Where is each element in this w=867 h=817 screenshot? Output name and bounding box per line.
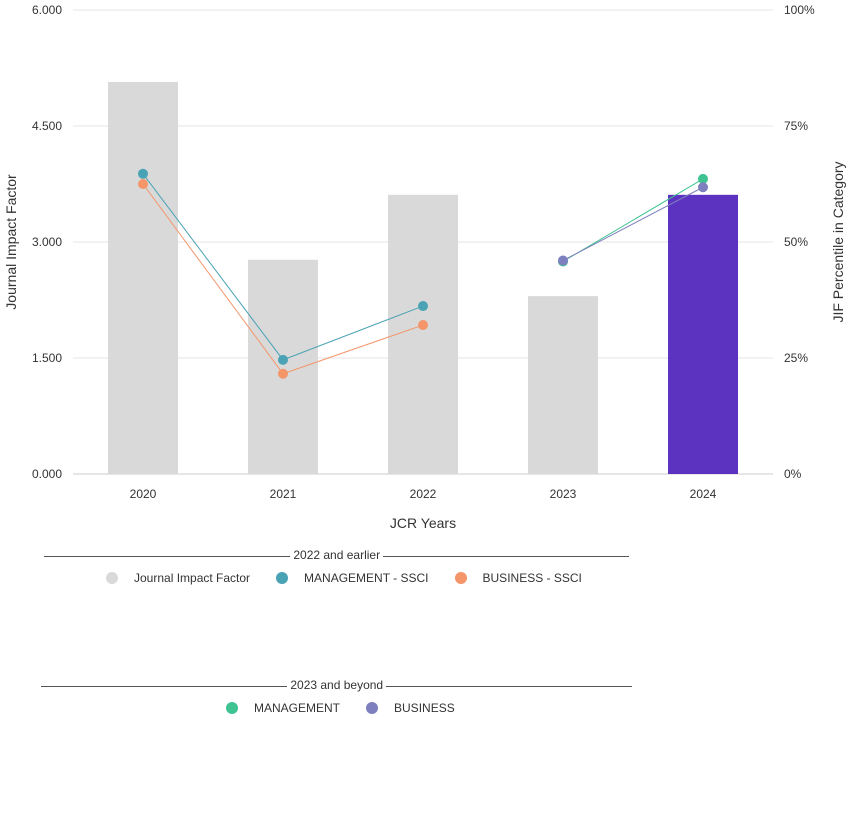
- legend-item-business[interactable]: BUSINESS: [366, 701, 455, 715]
- legend-group-2022-and-earlier: 2022 and earlier Journal Impact Factor M…: [44, 548, 634, 585]
- y-tick-label: 4.500: [32, 119, 62, 133]
- series-point[interactable]: [698, 173, 708, 184]
- legend-item-management[interactable]: MANAGEMENT: [226, 701, 340, 715]
- y-tick-label: 6.000: [32, 3, 62, 17]
- bar-series: [108, 81, 738, 475]
- series-point[interactable]: [698, 182, 708, 193]
- bar-2022[interactable]: [388, 194, 458, 474]
- legend-label: BUSINESS: [394, 701, 455, 715]
- legend-row: MANAGEMENT BUSINESS: [41, 701, 641, 715]
- y-tick-label: 1.500: [32, 351, 62, 365]
- y2-tick-label: 0%: [784, 467, 802, 481]
- x-tick-label: 2022: [410, 487, 437, 501]
- legend-dot: [366, 702, 379, 714]
- y2-axis-title: JIF Percentile in Category: [830, 161, 846, 322]
- legend-header-text: 2023 and beyond: [290, 678, 384, 692]
- bar-2021[interactable]: [248, 259, 318, 474]
- legend-row: Journal Impact Factor MANAGEMENT - SSCI …: [44, 571, 634, 585]
- legend-label: MANAGEMENT: [254, 701, 341, 715]
- legend-item-jif[interactable]: Journal Impact Factor: [106, 571, 250, 585]
- series-line-3: [562, 186, 704, 262]
- legend-label: BUSINESS - SSCI: [482, 571, 582, 585]
- legend-dot: [276, 572, 289, 584]
- bar-2020[interactable]: [108, 81, 178, 475]
- x-tick-label: 2023: [550, 487, 577, 501]
- legend-group-2023-and-beyond: 2023 and beyond MANAGEMENT BUSINESS: [41, 678, 641, 715]
- x-axis-title: JCR Years: [390, 515, 456, 531]
- y2-tick-label: 75%: [784, 119, 808, 133]
- series-point[interactable]: [278, 354, 288, 365]
- legend-header-text: 2022 and earlier: [293, 548, 381, 562]
- series-point[interactable]: [278, 368, 288, 379]
- legend-dot: [454, 572, 467, 584]
- legend-header: 2022 and earlier: [44, 548, 634, 562]
- legend-dot: [106, 572, 118, 584]
- y-tick-label: 3.000: [32, 235, 62, 249]
- x-axis-ticks: 2020 2021 2022 2023 2024: [130, 487, 717, 501]
- x-tick-label: 2020: [130, 487, 157, 501]
- y-axis-ticks: 0.000 1.500 3.000 4.500 6.000: [32, 3, 62, 481]
- legend-dot: [226, 702, 238, 714]
- y2-axis-ticks: 0% 25% 50% 75% 100%: [784, 3, 815, 481]
- y2-tick-label: 100%: [784, 3, 815, 17]
- legend-label: Journal Impact Factor: [134, 571, 251, 585]
- x-tick-label: 2021: [270, 487, 297, 501]
- series-point[interactable]: [138, 168, 148, 179]
- legend-item-business-ssci[interactable]: BUSINESS - SSCI: [454, 571, 582, 585]
- y2-tick-label: 50%: [784, 235, 808, 249]
- series-line-2: [562, 178, 704, 262]
- jif-chart: 0.000 1.500 3.000 4.500 6.000 0% 25% 50% 75% 100…: [3, 3, 846, 531]
- x-tick-label: 2024: [690, 487, 717, 501]
- bar-2024[interactable]: [668, 194, 738, 474]
- series-point[interactable]: [418, 320, 428, 331]
- legend-item-management-ssci[interactable]: MANAGEMENT - SSCI: [276, 571, 429, 585]
- legend-header: 2023 and beyond: [41, 678, 641, 692]
- series-point[interactable]: [418, 301, 428, 312]
- y-axis-title: Journal Impact Factor: [3, 174, 19, 310]
- legend-label: MANAGEMENT - SSCI: [304, 571, 429, 585]
- bar-2023[interactable]: [528, 296, 598, 474]
- y2-tick-label: 25%: [784, 351, 808, 365]
- series-point[interactable]: [558, 255, 568, 266]
- series-point[interactable]: [138, 179, 148, 189]
- line-series: [138, 168, 708, 379]
- y-tick-label: 0.000: [32, 467, 62, 481]
